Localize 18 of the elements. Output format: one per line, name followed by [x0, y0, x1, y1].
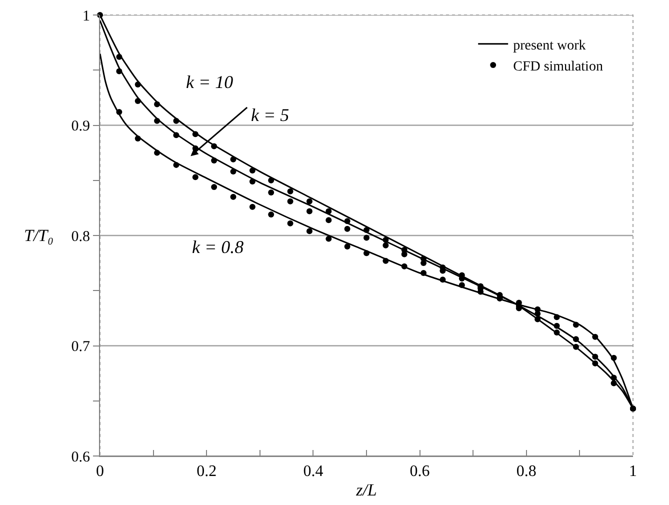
x-tick-label: 1	[629, 463, 637, 480]
y-tick-label: 0.8	[71, 228, 90, 245]
y-tick-label: 0.7	[71, 339, 90, 355]
y-axis-title: T/T₀	[24, 226, 54, 245]
y-tick-label: 1	[82, 8, 90, 24]
y-tick-label: 0.6	[71, 449, 90, 466]
annotation: k = 5	[251, 105, 290, 125]
x-tick-label: 0	[96, 463, 104, 480]
x-tick-label: 0.8	[516, 463, 536, 480]
annotation: k = 10	[186, 72, 234, 92]
annotation: k = 0.8	[192, 237, 244, 257]
x-tick-label: 0.6	[410, 463, 430, 480]
legend-label: present work	[513, 38, 586, 54]
legend-label: CFD simulation	[513, 59, 603, 74]
x-axis-title: z/L	[355, 480, 377, 500]
y-tick-label: 0.9	[71, 118, 90, 134]
x-tick-label: 0.4	[303, 463, 324, 480]
x-tick-label: 0.2	[196, 463, 217, 480]
